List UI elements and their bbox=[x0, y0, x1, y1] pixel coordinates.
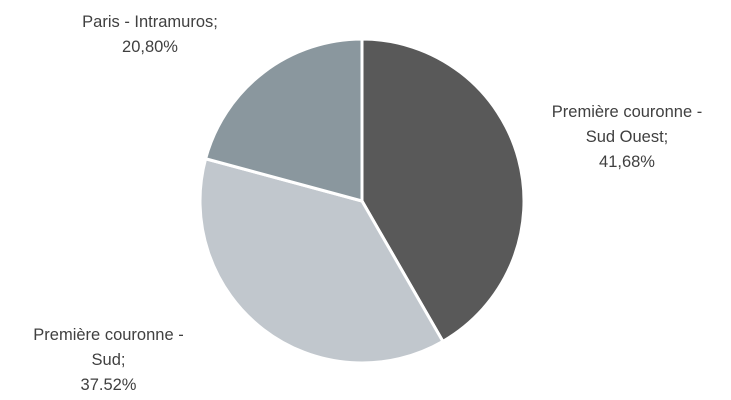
slice-label-premiere-couronne-sud-ouest: Première couronne - Sud Ouest; 41,68% bbox=[527, 100, 727, 175]
slice-label-line: Sud Ouest; bbox=[585, 128, 669, 146]
pie-slice-premiere-couronne-sud bbox=[198, 157, 445, 365]
slice-value-label: 41,68% bbox=[599, 153, 655, 171]
slice-label-line: Première couronne - bbox=[33, 326, 184, 344]
slice-value-label: 37.52% bbox=[80, 376, 137, 394]
slice-label-paris-intramuros: Paris - Intramuros; 20,80% bbox=[50, 10, 250, 60]
slice-label-line: Paris - Intramuros; bbox=[82, 13, 218, 31]
pie-slice-paris-intramuros bbox=[204, 37, 364, 203]
slice-label-premiere-couronne-sud: Première couronne - Sud; 37.52% bbox=[6, 323, 211, 398]
slice-label-line: Première couronne - bbox=[551, 103, 703, 121]
slice-value-label: 20,80% bbox=[122, 38, 178, 56]
pie-slice-premiere-couronne-sud-ouest bbox=[360, 37, 526, 343]
slice-label-line: Sud; bbox=[91, 351, 126, 369]
